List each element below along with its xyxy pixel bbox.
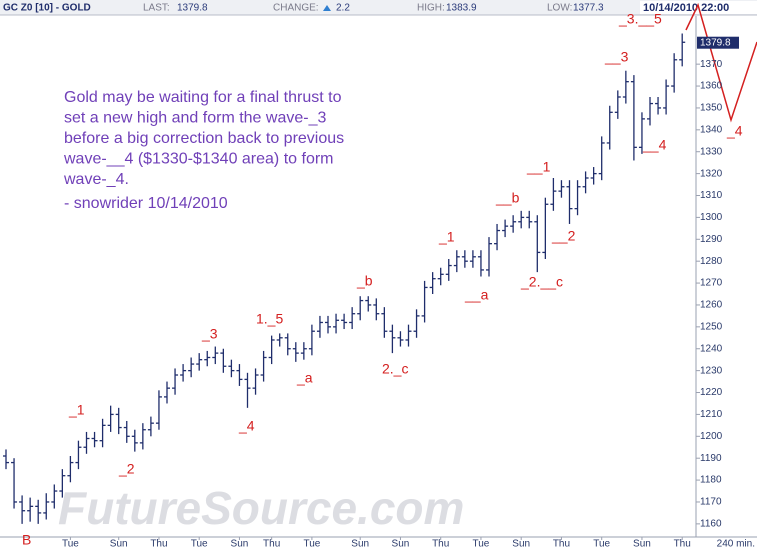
high-label: HIGH: <box>417 3 445 14</box>
x-tick-label: Tue <box>593 539 610 550</box>
y-tick-label: 1190 <box>700 453 722 464</box>
x-tick-label: Sun <box>110 539 128 550</box>
x-tick-label: Thu <box>432 539 449 550</box>
y-tick-label: 1230 <box>700 365 723 376</box>
y-tick-label: 1240 <box>700 343 723 354</box>
x-tick-label: Tue <box>191 539 208 550</box>
y-tick-label: 1180 <box>700 475 722 486</box>
note-line: before a big correction back to previous <box>64 130 344 147</box>
wave-label: _1 <box>438 229 455 245</box>
wave-label: __b <box>495 190 520 206</box>
note-box <box>56 82 412 216</box>
y-tick-label: 1170 <box>700 497 722 508</box>
y-tick-label: 1250 <box>700 321 723 332</box>
wave-label: _1 <box>68 402 85 418</box>
low-label: LOW: <box>547 3 572 14</box>
x-tick-label: Sun <box>633 539 651 550</box>
y-tick-label: 1370 <box>700 59 723 70</box>
watermark: FutureSource.com <box>58 482 464 534</box>
y-tick-label: 1270 <box>700 278 723 289</box>
x-unit: 240 min. <box>717 539 755 550</box>
projection-line <box>685 2 757 123</box>
wave-label: __a <box>464 287 489 303</box>
wave-label: _2 <box>118 461 135 477</box>
x-tick-label: Tue <box>303 539 320 550</box>
last-label: LAST: <box>143 3 170 14</box>
y-tick-label: 1310 <box>700 190 723 201</box>
wave-label: _4 <box>238 418 255 434</box>
y-tick-label: 1360 <box>700 81 723 92</box>
change-label: CHANGE: <box>273 3 319 14</box>
wave-label: __4 <box>642 137 667 153</box>
y-tick-label: 1260 <box>700 300 723 311</box>
annotations: B _1 _2 _3 1._5 _4 _a _b 2._c _1 __a __b _2.__c __1 __… <box>22 11 743 548</box>
header-band <box>0 0 757 15</box>
wave-label: _a <box>296 370 313 386</box>
y-tick-label: 1290 <box>700 234 723 245</box>
x-tick-label: Tue <box>473 539 490 550</box>
x-tick-label: Thu <box>150 539 167 550</box>
y-tick-label: 1210 <box>700 409 723 420</box>
up-arrow-icon <box>323 5 331 11</box>
wave-label: 2._c <box>382 361 408 377</box>
y-tick-label: 1280 <box>700 256 723 267</box>
note-signature: - snowrider 10/14/2010 <box>64 195 228 212</box>
change-value: 2.2 <box>336 3 350 14</box>
last-price-box <box>697 36 739 49</box>
note-line: set a new high and form the wave-_3 <box>64 110 326 127</box>
bars <box>3 33 686 524</box>
y-tick-label: 1350 <box>700 103 723 114</box>
low-value: 1377.3 <box>573 3 604 14</box>
y-tick-label: 1220 <box>700 387 723 398</box>
wave-label: B <box>22 532 31 548</box>
x-tick-label: Tue <box>62 539 79 550</box>
y-tick-label: 1200 <box>700 431 723 442</box>
x-tick-label: Sun <box>392 539 410 550</box>
high-value: 1383.9 <box>446 3 477 14</box>
wave-label: __3 <box>604 49 629 65</box>
last-price-label: 1379.8 <box>700 37 731 48</box>
wave-label: __1 <box>526 159 551 175</box>
wave-label: _3 <box>201 326 218 342</box>
note: Gold may be waiting for a final thrust t… <box>63 89 344 212</box>
y-tick-label: 1160 <box>700 519 722 530</box>
wave-label: _b <box>356 273 373 289</box>
note-line: Gold may be waiting for a final thrust t… <box>64 89 342 106</box>
y-tick-label: 1300 <box>700 212 723 223</box>
x-tick-label: Thu <box>263 539 280 550</box>
wave-label: 1._5 <box>256 311 283 327</box>
wave-label: _4 <box>726 123 743 139</box>
datetime: 10/14/2010 22:00 <box>643 2 729 14</box>
symbol: GC Z0 [10] - GOLD <box>3 3 91 14</box>
x-tick-label: Thu <box>553 539 570 550</box>
note-line: wave-__4 ($1330-$1340 area) to form <box>63 151 334 168</box>
y-tick-label: 1340 <box>700 124 723 135</box>
wave-label: __2 <box>551 228 576 244</box>
wave-label: _2.__c <box>520 274 563 290</box>
wave-label: _3.__5 <box>618 11 662 27</box>
x-tick-label: Sun <box>351 539 369 550</box>
x-tick-label: Thu <box>674 539 691 550</box>
y-tick-label: 1330 <box>700 146 723 157</box>
y-tick-label: 1320 <box>700 168 723 179</box>
x-tick-label: Sun <box>512 539 530 550</box>
note-line: wave-_4. <box>63 171 129 188</box>
last-value: 1379.8 <box>177 3 208 14</box>
x-tick-label: Sun <box>231 539 249 550</box>
